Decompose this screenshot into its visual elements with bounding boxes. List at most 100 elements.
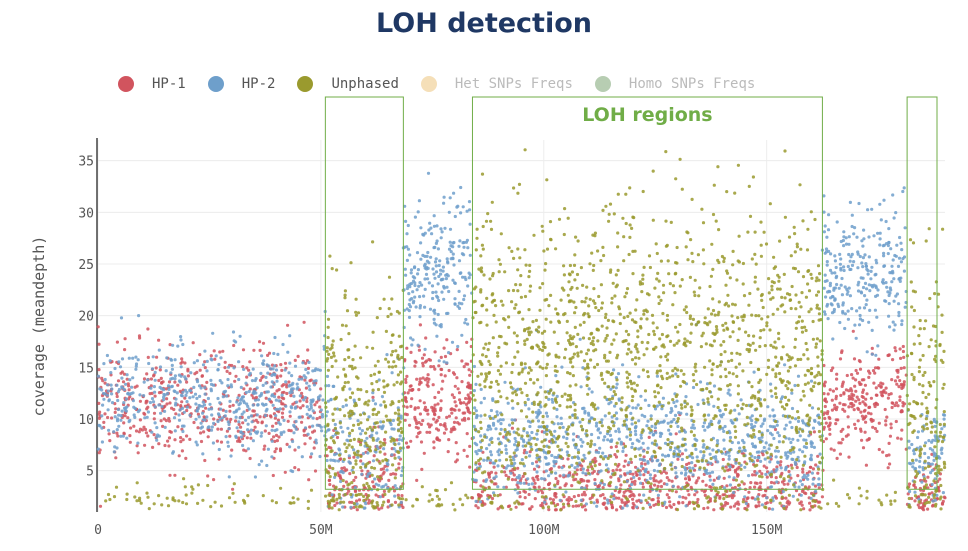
data-point-hp-2 — [522, 440, 526, 444]
data-point-hp-2 — [787, 479, 792, 483]
data-point-hp-2 — [418, 315, 422, 319]
data-point-hp-2 — [120, 357, 125, 361]
data-point-unphased — [523, 400, 527, 405]
data-point-unphased — [527, 330, 531, 334]
data-point-hp-2 — [253, 475, 257, 479]
data-point-unphased — [708, 284, 712, 289]
data-point-hp-1 — [248, 387, 252, 391]
data-point-hp-1 — [302, 320, 306, 324]
data-point-unphased — [811, 319, 815, 324]
data-point-hp-2 — [199, 421, 203, 425]
data-point-hp-1 — [631, 497, 635, 501]
data-point-hp-2 — [307, 384, 311, 388]
data-point-unphased — [390, 365, 395, 369]
data-point-hp-2 — [487, 443, 491, 447]
data-point-unphased — [359, 465, 363, 470]
data-point-unphased — [354, 505, 358, 509]
data-point-unphased — [571, 374, 576, 378]
legend-item-het-snps[interactable]: Het SNPs Freqs — [420, 76, 573, 92]
data-point-hp-2 — [288, 391, 292, 395]
data-point-unphased — [392, 360, 396, 364]
data-point-hp-2 — [256, 398, 260, 402]
data-point-hp-2 — [701, 424, 705, 429]
data-point-unphased — [726, 293, 730, 297]
data-point-unphased — [606, 318, 611, 322]
data-point-unphased — [702, 262, 706, 266]
data-point-hp-2 — [581, 467, 585, 471]
legend-item-hp2[interactable]: HP-2 — [207, 76, 275, 92]
data-point-unphased — [404, 498, 408, 502]
data-point-unphased — [588, 297, 592, 301]
data-point-unphased — [683, 337, 687, 341]
data-point-hp-2 — [432, 317, 436, 321]
data-point-hp-1 — [223, 360, 227, 364]
legend-item-unphased[interactable]: Unphased — [297, 76, 399, 92]
data-point-hp-1 — [610, 505, 615, 509]
data-point-hp-2 — [451, 241, 455, 245]
data-point-unphased — [788, 414, 792, 418]
data-point-hp-2 — [649, 414, 653, 418]
data-point-hp-1 — [418, 399, 422, 403]
data-point-unphased — [741, 369, 745, 373]
data-point-hp-1 — [96, 325, 100, 329]
data-point-unphased — [745, 415, 749, 419]
data-point-unphased — [331, 339, 335, 343]
data-point-unphased — [547, 391, 551, 395]
data-point-hp-2 — [539, 385, 543, 389]
data-point-hp-2 — [365, 436, 369, 440]
data-point-hp-1 — [161, 424, 165, 428]
data-point-hp-1 — [426, 412, 430, 416]
data-point-hp-2 — [177, 379, 182, 383]
y-tick-label: 15 — [78, 361, 94, 376]
data-point-unphased — [598, 420, 602, 424]
data-point-unphased — [767, 277, 771, 281]
data-point-hp-1 — [293, 466, 297, 470]
data-point-hp-2 — [138, 393, 142, 397]
data-point-hp-2 — [490, 436, 494, 440]
data-point-hp-1 — [179, 436, 183, 440]
legend-item-homo-snps[interactable]: Homo SNPs Freqs — [594, 76, 755, 92]
data-point-hp-1 — [779, 460, 783, 464]
data-point-unphased — [648, 265, 653, 270]
data-point-unphased — [357, 437, 361, 441]
data-point-hp-1 — [614, 445, 618, 449]
data-point-hp-1 — [152, 411, 157, 415]
data-point-unphased — [506, 438, 510, 442]
data-point-unphased — [638, 280, 642, 284]
data-point-hp-2 — [614, 429, 618, 433]
data-point-unphased — [364, 431, 368, 435]
data-point-hp-1 — [167, 436, 172, 440]
data-point-hp-2 — [806, 473, 810, 477]
data-point-hp-2 — [728, 435, 733, 440]
data-point-unphased — [608, 270, 613, 274]
data-point-unphased — [692, 433, 696, 437]
data-point-hp-1 — [216, 427, 220, 431]
data-point-unphased — [812, 384, 816, 389]
data-point-hp-2 — [615, 382, 619, 386]
data-point-unphased — [519, 295, 524, 299]
data-point-hp-1 — [163, 443, 167, 448]
data-point-unphased — [726, 359, 731, 363]
data-point-hp-1 — [304, 361, 308, 365]
data-point-hp-1 — [396, 493, 400, 497]
data-point-hp-2 — [356, 455, 360, 459]
data-point-unphased — [610, 301, 614, 305]
data-point-unphased — [783, 310, 787, 314]
data-point-unphased — [656, 502, 661, 507]
data-point-hp-2 — [610, 438, 614, 442]
data-point-unphased — [680, 464, 684, 469]
data-point-hp-2 — [373, 477, 377, 481]
data-point-unphased — [624, 192, 628, 196]
data-point-hp-2 — [428, 307, 433, 311]
data-point-hp-2 — [581, 440, 585, 444]
data-point-unphased — [723, 367, 728, 371]
data-point-unphased — [682, 372, 686, 376]
data-point-hp-2 — [179, 365, 183, 369]
data-point-unphased — [581, 283, 585, 287]
data-point-hp-2 — [566, 474, 570, 478]
legend-item-hp1[interactable]: HP-1 — [118, 76, 186, 92]
data-point-unphased — [344, 449, 348, 454]
data-point-hp-2 — [108, 359, 112, 363]
data-point-unphased — [757, 314, 761, 318]
